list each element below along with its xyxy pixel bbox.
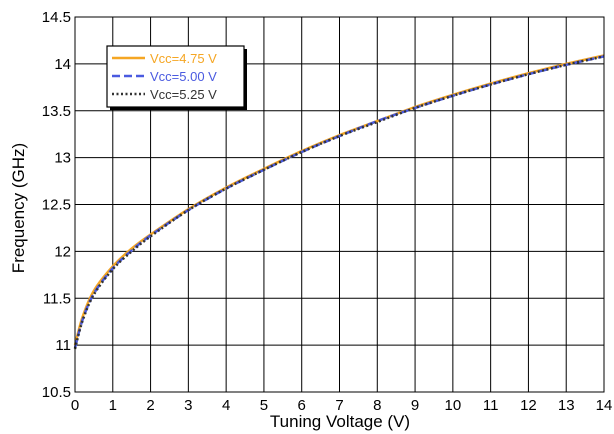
grid bbox=[74, 16, 605, 393]
x-tick-label: 11 bbox=[483, 397, 499, 414]
legend: Vcc=4.75 V Vcc=5.00 V Vcc=5.25 V bbox=[106, 45, 247, 110]
x-tick-label: 4 bbox=[222, 397, 230, 414]
plot-frame bbox=[74, 16, 605, 393]
x-tick-label: 2 bbox=[146, 397, 154, 414]
series-lines bbox=[73, 54, 605, 350]
x-tick-label: 12 bbox=[520, 397, 537, 414]
x-tick-label: 13 bbox=[558, 397, 575, 414]
x-tick-label: 9 bbox=[411, 397, 419, 414]
x-tick-label: 14 bbox=[596, 397, 613, 414]
y-tick-label: 12.5 bbox=[42, 197, 71, 214]
x-tick-label: 7 bbox=[335, 397, 343, 414]
x-tick-label: 10 bbox=[445, 397, 462, 414]
x-tick-label: 0 bbox=[71, 397, 79, 414]
y-tick-label: 12 bbox=[54, 243, 71, 260]
y-tick-label: 11.5 bbox=[43, 290, 71, 307]
y-axis-label: Frequency (GHz) bbox=[9, 143, 28, 273]
y-tick-label: 13 bbox=[54, 150, 71, 167]
tick-labels: 0 1 2 3 4 5 6 7 8 9 10 11 12 13 1410.51111.51212.51313… bbox=[42, 9, 613, 414]
x-tick-label: 1 bbox=[109, 397, 117, 414]
legend-label-3: Vcc=5.25 V bbox=[150, 87, 217, 102]
x-tick-label: 5 bbox=[260, 397, 268, 414]
y-tick-label: 13.5 bbox=[42, 103, 71, 120]
y-tick-label: 14 bbox=[54, 56, 71, 73]
x-tick-label: 3 bbox=[184, 397, 192, 414]
x-axis-label: Tuning Voltage (V) bbox=[270, 412, 410, 431]
x-tick-label: 6 bbox=[298, 397, 306, 414]
legend-label-2: Vcc=5.00 V bbox=[150, 69, 217, 84]
y-tick-label: 11 bbox=[55, 337, 71, 354]
y-tick-label: 10.5 bbox=[42, 384, 71, 401]
x-tick-label: 8 bbox=[373, 397, 381, 414]
legend-label-1: Vcc=4.75 V bbox=[150, 51, 217, 66]
y-tick-label: 14.5 bbox=[42, 9, 71, 26]
series-line-3 bbox=[73, 55, 605, 350]
